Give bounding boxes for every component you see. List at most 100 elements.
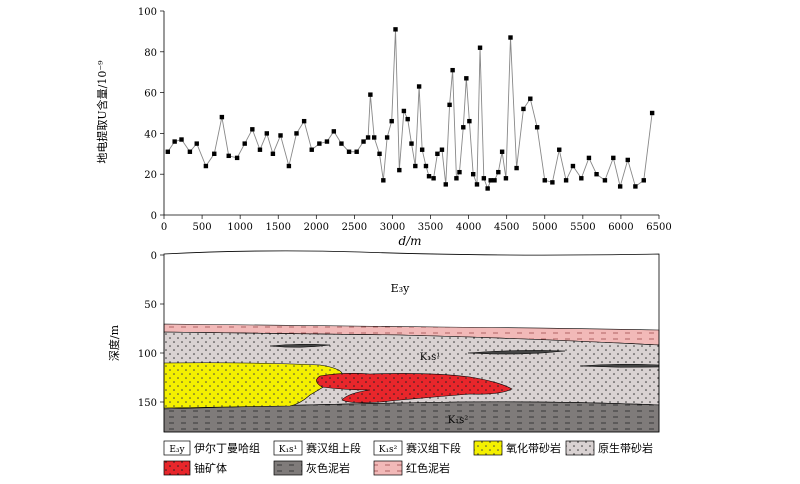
data-point — [470, 172, 476, 177]
y-tick-label: 100 — [138, 7, 157, 18]
data-point — [389, 118, 394, 124]
data-point — [426, 174, 432, 179]
data-point — [179, 137, 184, 142]
data-point — [474, 182, 480, 187]
legend-item-e3y: E₃y 伊尔丁曼哈组 — [163, 440, 260, 456]
data-point — [461, 125, 466, 130]
data-point — [377, 151, 382, 156]
uranium-content-chart: 0 500 1000 1500 2000 2500 3000 3500 4000 4500 5000… — [95, 7, 672, 248]
legend-item-oxidized: 氧化带砂岩 — [473, 440, 561, 456]
section-frame — [163, 250, 660, 433]
svg-text:K₁s²: K₁s² — [379, 445, 398, 455]
x-tick-label: 4500 — [494, 222, 519, 233]
data-point — [611, 155, 616, 161]
data-point — [542, 178, 547, 183]
data-point — [492, 178, 497, 183]
data-point — [339, 141, 344, 146]
data-point — [346, 149, 352, 154]
data-point — [242, 141, 247, 146]
data-point — [309, 147, 314, 152]
data-point — [419, 147, 425, 152]
data-point — [481, 176, 487, 181]
legend: E₃y 伊尔丁曼哈组 K₁s¹ 赛汉组上段 K₁s² 赛汉组下段 氧化带砂岩 原… — [163, 440, 653, 476]
data-point — [423, 163, 429, 169]
data-point — [219, 114, 225, 120]
data-point — [467, 118, 472, 124]
legend-item-k1s1: K₁s¹ 赛汉组上段 — [273, 440, 361, 456]
y-tick-label: 60 — [144, 89, 157, 100]
svg-text:原生带砂岩: 原生带砂岩 — [598, 441, 653, 455]
data-point — [413, 163, 418, 169]
data-point — [431, 176, 436, 181]
x-tick-label: 1500 — [266, 222, 291, 233]
data-point — [454, 176, 459, 181]
data-point — [447, 102, 452, 108]
data-point — [464, 76, 469, 81]
data-point — [439, 147, 445, 152]
data-point — [397, 167, 402, 173]
x-axis-label: d/m — [398, 234, 421, 248]
x-tick-label: 2000 — [304, 222, 329, 233]
data-point — [477, 45, 483, 50]
data-point — [579, 176, 584, 181]
unit-ore-body — [316, 373, 513, 403]
svg-text:K₁s¹: K₁s¹ — [279, 445, 298, 455]
data-point — [435, 151, 440, 156]
data-point — [514, 165, 519, 171]
svg-text:灰色泥岩: 灰色泥岩 — [306, 461, 350, 475]
data-point — [528, 96, 533, 101]
data-point — [405, 116, 410, 122]
data-point — [331, 129, 337, 134]
label-k1s1: K₁s¹ — [420, 352, 441, 363]
x-tick-label: 2500 — [342, 222, 367, 233]
data-point — [194, 141, 199, 146]
data-point — [570, 163, 576, 169]
data-point — [557, 147, 562, 152]
y-tick-label: 20 — [144, 170, 157, 181]
depth-tick-label: 0 — [151, 251, 157, 262]
data-point — [257, 147, 263, 152]
data-point — [165, 149, 171, 154]
legend-item-k1s2: K₁s² 赛汉组下段 — [373, 440, 461, 456]
data-point — [381, 178, 386, 183]
svg-text:伊尔丁曼哈组: 伊尔丁曼哈组 — [194, 441, 260, 455]
svg-text:氧化带砂岩: 氧化带砂岩 — [506, 441, 561, 455]
data-point — [264, 131, 270, 136]
x-tick-label: 0 — [161, 222, 167, 233]
data-point — [508, 35, 513, 40]
label-e3y: E₃y — [391, 282, 410, 295]
data-point — [393, 27, 398, 32]
depth-tick-label: 50 — [144, 300, 157, 311]
data-point — [172, 139, 177, 144]
y-tick-label: 40 — [144, 129, 157, 140]
data-point — [278, 133, 283, 138]
data-point — [534, 125, 540, 130]
x-tick-label: 4000 — [456, 222, 481, 233]
legend-item-primary: 原生带砂岩 — [565, 440, 653, 456]
x-tick-label: 6500 — [646, 222, 671, 233]
data-point — [361, 139, 366, 144]
data-point — [633, 184, 638, 189]
data-point — [203, 163, 209, 169]
data-point — [234, 155, 240, 161]
x-tick-label: 500 — [193, 222, 212, 233]
data-point — [503, 176, 509, 181]
x-tick-label: 5000 — [532, 222, 557, 233]
x-tick-label: 1000 — [227, 222, 252, 233]
data-point — [563, 178, 569, 183]
y-axis-label: 地电提取U含量/10⁻⁹ — [95, 60, 109, 164]
data-point — [521, 106, 526, 112]
depth-tick-label: 150 — [138, 398, 157, 409]
data-point — [443, 182, 448, 187]
data-point — [317, 141, 322, 146]
data-point — [286, 163, 292, 169]
data-point — [499, 149, 505, 154]
data-point — [457, 169, 462, 175]
data-point — [384, 135, 390, 140]
x-tick-label: 3500 — [418, 222, 443, 233]
data-point — [409, 141, 414, 146]
legend-item-graymud: 灰色泥岩 — [273, 460, 350, 476]
data-point — [354, 149, 359, 154]
data-point — [488, 178, 493, 183]
